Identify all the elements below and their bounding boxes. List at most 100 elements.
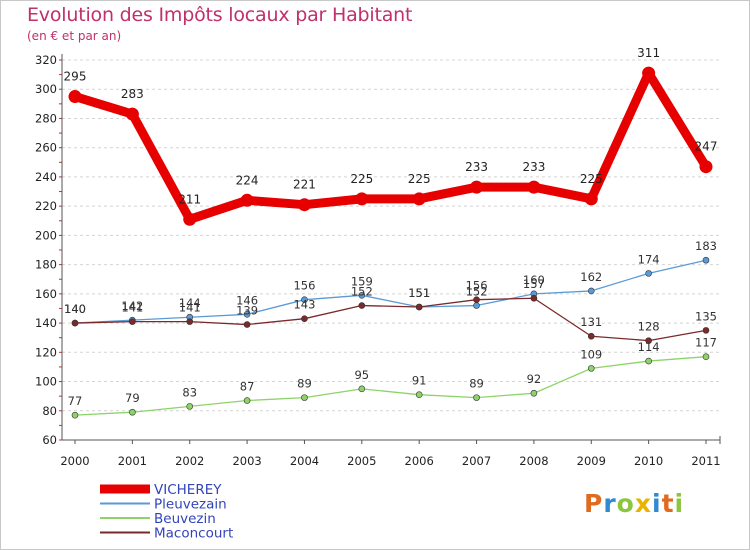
data-point-vicherey-2003 (240, 193, 254, 207)
data-label-vicherey-2009: 225 (580, 172, 603, 186)
x-tick-label-2009: 2009 (577, 454, 606, 468)
data-label-vicherey-2007: 233 (465, 160, 488, 174)
data-point-beuvezin-2007 (473, 394, 480, 401)
data-label-vicherey-2002: 211 (178, 192, 201, 206)
data-point-pleuvezain-2011 (702, 256, 710, 264)
data-label-maconcourt-2010: 128 (638, 320, 660, 334)
y-tick-label-180: 180 (35, 258, 57, 272)
x-tick-label-2006: 2006 (405, 454, 434, 468)
data-point-beuvezin-2002 (186, 403, 194, 410)
legend-label-pleuvezain: Pleuvezain (154, 497, 227, 513)
series-lines (68, 66, 713, 419)
data-point-pleuvezain-2004 (301, 296, 308, 303)
y-tick-label-140: 140 (35, 316, 57, 330)
data-point-pleuvezain-2009 (587, 287, 595, 295)
x-tick-label-2007: 2007 (462, 454, 491, 468)
data-label-pleuvezain-2009: 162 (580, 270, 602, 284)
data-label-beuvezin-2000: 77 (68, 394, 83, 408)
data-labels: 295 283 211 224 221 225 225 233 233 225 311 247 140 1… (64, 46, 718, 408)
data-label-beuvezin-2006: 91 (412, 374, 427, 388)
data-point-maconcourt-2009 (587, 332, 595, 340)
data-point-vicherey-2009 (584, 192, 598, 206)
x-tick-label-2004: 2004 (290, 454, 319, 468)
data-point-vicherey-2002 (183, 212, 197, 226)
data-point-beuvezin-2004 (301, 394, 308, 401)
data-label-vicherey-2008: 233 (522, 160, 545, 174)
data-label-maconcourt-2007: 156 (466, 279, 488, 293)
y-tick-label-120: 120 (35, 345, 57, 359)
y-tick-label-280: 280 (35, 111, 57, 125)
data-label-beuvezin-2010: 114 (638, 340, 660, 354)
data-label-vicherey-2003: 224 (236, 173, 259, 187)
data-label-beuvezin-2004: 89 (297, 377, 312, 391)
data-point-maconcourt-2008 (530, 294, 538, 302)
x-tick-label-2005: 2005 (347, 454, 376, 468)
data-label-pleuvezain-2010: 174 (638, 252, 660, 266)
data-label-pleuvezain-2000: 140 (64, 302, 86, 316)
data-label-pleuvezain-2006: 151 (408, 286, 430, 300)
logo-letter: x (634, 489, 652, 518)
data-label-beuvezin-2008: 92 (527, 372, 542, 386)
data-point-beuvezin-2009 (587, 365, 595, 372)
data-label-pleuvezain-2003: 146 (236, 293, 258, 307)
data-label-maconcourt-2002: 141 (179, 301, 201, 315)
data-point-pleuvezain-2007 (473, 302, 480, 309)
x-tick-label-2010: 2010 (634, 454, 663, 468)
chart-subtitle: (en € et par an) (27, 29, 122, 43)
logo-letter: t (661, 489, 675, 518)
proxiti-logo: Proxiti (584, 489, 684, 518)
data-label-beuvezin-2001: 79 (125, 391, 140, 405)
data-label-vicherey-2004: 221 (293, 178, 316, 192)
data-label-beuvezin-2009: 109 (580, 347, 602, 361)
data-label-beuvezin-2003: 87 (240, 380, 255, 394)
data-label-beuvezin-2005: 95 (354, 368, 369, 382)
y-tick-label-320: 320 (35, 53, 57, 67)
data-point-maconcourt-2003 (243, 321, 251, 328)
data-label-pleuvezain-2002: 144 (179, 296, 201, 310)
data-label-pleuvezain-2008: 160 (523, 273, 545, 287)
legend-label-beuvezin: Beuvezin (154, 511, 216, 527)
data-point-vicherey-2000 (68, 90, 82, 104)
data-point-vicherey-2008 (527, 180, 541, 194)
data-point-pleuvezain-2005 (358, 292, 366, 299)
series-line-vicherey (70, 68, 711, 224)
data-label-maconcourt-2006: 151 (408, 286, 430, 300)
data-label-maconcourt-2009: 131 (580, 315, 602, 329)
y-tick-label-300: 300 (35, 82, 57, 96)
data-point-maconcourt-2011 (702, 327, 710, 334)
logo-letter: i (652, 489, 662, 518)
x-tick-label-2001: 2001 (118, 454, 147, 468)
data-point-beuvezin-2003 (243, 397, 251, 404)
x-tick-label-2002: 2002 (175, 454, 204, 468)
y-tick-label-240: 240 (35, 170, 57, 184)
data-label-pleuvezain-2011: 183 (695, 239, 717, 253)
data-point-beuvezin-2001 (129, 408, 136, 416)
x-tick-label-2011: 2011 (691, 454, 720, 468)
data-label-pleuvezain-2004: 156 (293, 279, 315, 293)
data-label-maconcourt-2011: 135 (695, 309, 717, 323)
data-label-pleuvezain-2005: 159 (351, 274, 373, 288)
data-point-beuvezin-2006 (415, 391, 423, 398)
data-label-beuvezin-2007: 89 (469, 377, 484, 391)
data-point-pleuvezain-2003 (243, 311, 251, 318)
data-label-vicherey-2005: 225 (350, 172, 373, 186)
data-label-vicherey-2000: 295 (64, 70, 87, 84)
data-label-beuvezin-2011: 117 (695, 336, 717, 350)
data-label-pleuvezain-2007: 152 (466, 285, 488, 299)
data-point-pleuvezain-2010 (645, 270, 652, 277)
x-tick-label-2003: 2003 (232, 454, 261, 468)
data-point-maconcourt-2004 (301, 315, 308, 322)
data-point-vicherey-2005 (355, 192, 369, 206)
data-point-maconcourt-2007 (473, 296, 480, 303)
data-label-maconcourt-2005: 152 (351, 285, 373, 299)
data-point-beuvezin-2000 (71, 411, 79, 419)
data-label-beuvezin-2002: 83 (182, 385, 197, 399)
data-label-maconcourt-2003: 139 (236, 304, 258, 318)
chart-title: Evolution des Impôts locaux par Habitant (27, 4, 413, 26)
data-point-maconcourt-2010 (645, 337, 652, 344)
data-label-vicherey-2010: 311 (637, 46, 660, 60)
data-point-vicherey-2007 (470, 180, 484, 194)
data-label-vicherey-2006: 225 (408, 172, 431, 186)
series-line-beuvezin (74, 356, 707, 416)
